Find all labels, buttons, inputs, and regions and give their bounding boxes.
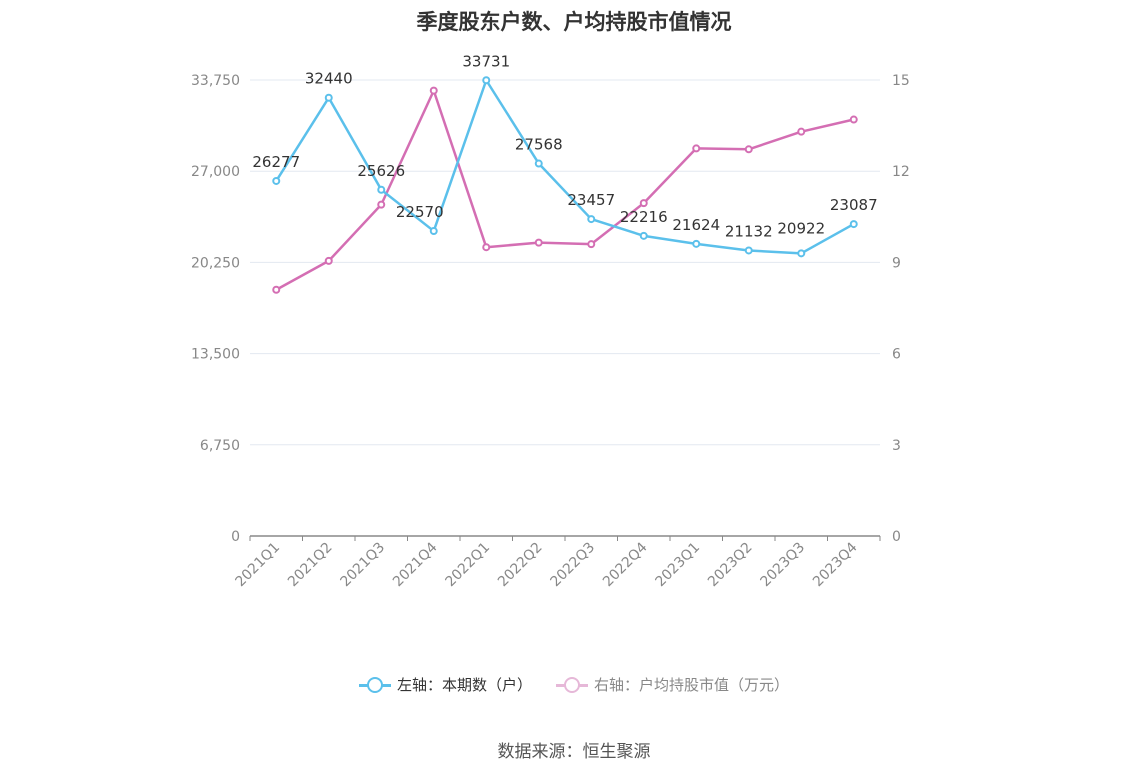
data-label: 23457 — [567, 191, 615, 209]
left-axis-tick-label: 13,500 — [191, 347, 240, 363]
x-axis-tick-label: 2021Q2 — [285, 540, 336, 591]
x-axis-tick-label: 2023Q3 — [757, 540, 808, 591]
data-label: 25626 — [357, 162, 405, 180]
series-point-right — [377, 200, 386, 209]
data-source-note: 数据来源：恒生聚源 — [497, 742, 651, 762]
series-point-right — [534, 238, 543, 247]
series-point-right — [692, 144, 701, 153]
data-label: 21132 — [725, 222, 773, 240]
legend-right-label: 右轴：户均持股市值（万元） — [594, 676, 790, 694]
data-label: 33731 — [462, 52, 510, 70]
left-axis-tick-label: 20,250 — [191, 255, 240, 271]
legend-left-swatch-icon — [358, 676, 391, 694]
x-axis-tick-label: 2021Q1 — [232, 540, 283, 591]
x-axis-tick-label: 2022Q1 — [442, 540, 493, 591]
right-axis-tick-label: 12 — [892, 164, 910, 180]
legend-item-right-series[interactable]: 右轴：户均持股市值（万元） — [556, 674, 789, 695]
series-point-right — [324, 256, 333, 265]
series-point-right — [482, 243, 491, 252]
x-axis-tick-label: 2023Q4 — [810, 539, 861, 590]
chart-title: 季度股东户数、户均持股市值情况 — [416, 10, 732, 34]
series-point-left — [534, 159, 543, 168]
x-axis-tick-label: 2022Q3 — [547, 540, 598, 591]
data-label: 23087 — [830, 196, 878, 214]
series-point-left — [639, 231, 648, 240]
series-point-left — [482, 76, 491, 85]
left-axis-tick-label: 0 — [231, 529, 240, 545]
data-label: 21624 — [672, 216, 720, 234]
data-label: 20922 — [777, 219, 825, 237]
series-line-right — [275, 89, 855, 291]
series-point-left — [797, 249, 806, 258]
x-axis-tick-label: 2023Q2 — [705, 540, 756, 591]
x-axis-tick-label: 2022Q4 — [600, 539, 651, 590]
data-label: 22570 — [396, 203, 444, 221]
chart-canvas: 0 0 6,750 3 13,500 6 20,250 9 27,000 12 33,750 15 20… — [191, 52, 910, 591]
legend-item-left-series[interactable]: 左轴：本期数（户） — [358, 674, 532, 695]
series-line-left — [275, 79, 855, 255]
data-label: 26277 — [252, 153, 300, 171]
series-point-left — [324, 93, 333, 102]
x-axis-tick-label: 2021Q4 — [390, 539, 441, 590]
data-label: 32440 — [305, 70, 353, 88]
legend-right-swatch-icon — [556, 676, 588, 694]
series-point-right — [429, 86, 438, 95]
series-point-left — [849, 220, 858, 229]
series-point-left — [587, 215, 596, 224]
right-axis-tick-label: 3 — [892, 438, 901, 454]
legend-left-label: 左轴：本期数（户） — [396, 676, 532, 694]
chart-legend: 左轴：本期数（户） 右轴：户均持股市值（万元） — [0, 674, 1148, 695]
series-point-left — [692, 239, 701, 248]
series-point-right — [639, 199, 648, 208]
left-axis-tick-label: 27,000 — [191, 164, 240, 180]
series-point-right — [272, 285, 281, 294]
series-point-left — [429, 227, 438, 236]
series-point-right — [744, 145, 753, 154]
x-axis-tick-label: 2022Q2 — [495, 540, 546, 591]
x-axis-tick-label: 2023Q1 — [652, 540, 703, 591]
series-point-left — [377, 185, 386, 194]
series-point-left — [744, 246, 753, 255]
data-label: 27568 — [515, 136, 563, 154]
right-axis-tick-label: 15 — [892, 73, 910, 89]
series-point-right — [587, 240, 596, 249]
right-axis-tick-label: 0 — [892, 529, 901, 545]
series-point-right — [797, 127, 806, 136]
series-point-left — [272, 176, 281, 185]
right-axis-tick-label: 9 — [892, 255, 901, 271]
data-label: 22216 — [620, 208, 668, 226]
right-axis-tick-label: 6 — [892, 347, 901, 363]
series-point-right — [849, 115, 858, 124]
left-axis-tick-label: 33,750 — [191, 73, 240, 89]
left-axis-tick-label: 6,750 — [200, 438, 240, 454]
x-axis-tick-label: 2021Q3 — [337, 540, 388, 591]
